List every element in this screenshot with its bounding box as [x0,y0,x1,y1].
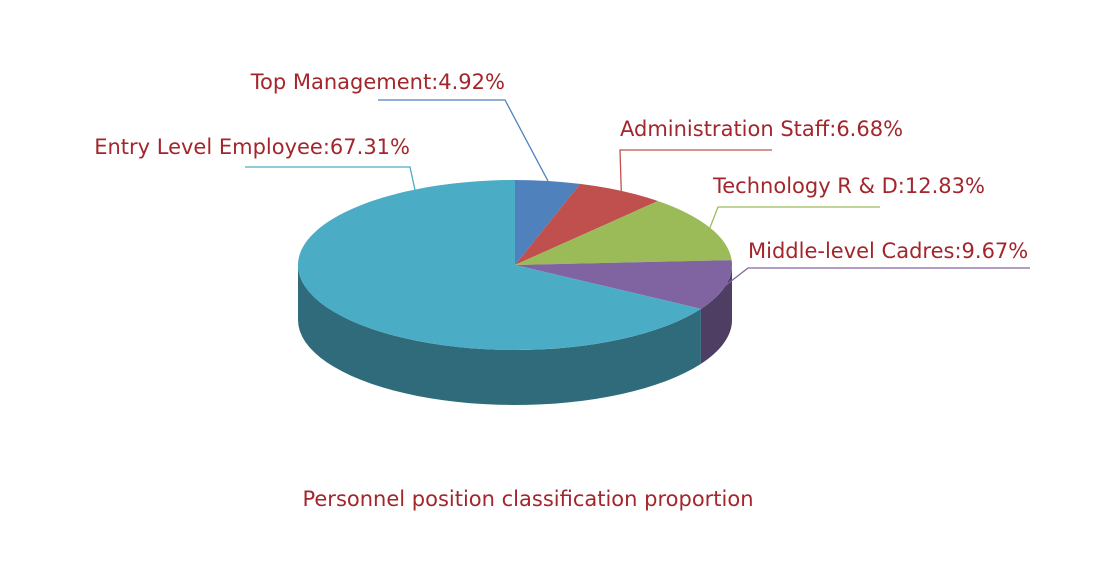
data-label: Technology R & D:12.83% [712,174,985,198]
leader-line [378,99,549,182]
slice [515,260,732,309]
leader-line [709,206,880,228]
data-label: Entry Level Employee:67.31% [94,135,410,159]
data-label: Administration Staff:6.68% [620,117,903,141]
data-label: Top Management:4.92% [250,70,505,94]
slice [298,180,701,350]
slice-side [298,265,701,405]
leader-line [725,267,1030,286]
data-label: Middle-level Cadres:9.67% [748,239,1028,263]
chart-title: Personnel position classification propor… [302,487,753,511]
leader-line [619,149,772,191]
slice [515,180,581,265]
leader-line [245,166,416,191]
slice [515,201,732,265]
slice [515,183,658,265]
slice-side [700,265,732,364]
